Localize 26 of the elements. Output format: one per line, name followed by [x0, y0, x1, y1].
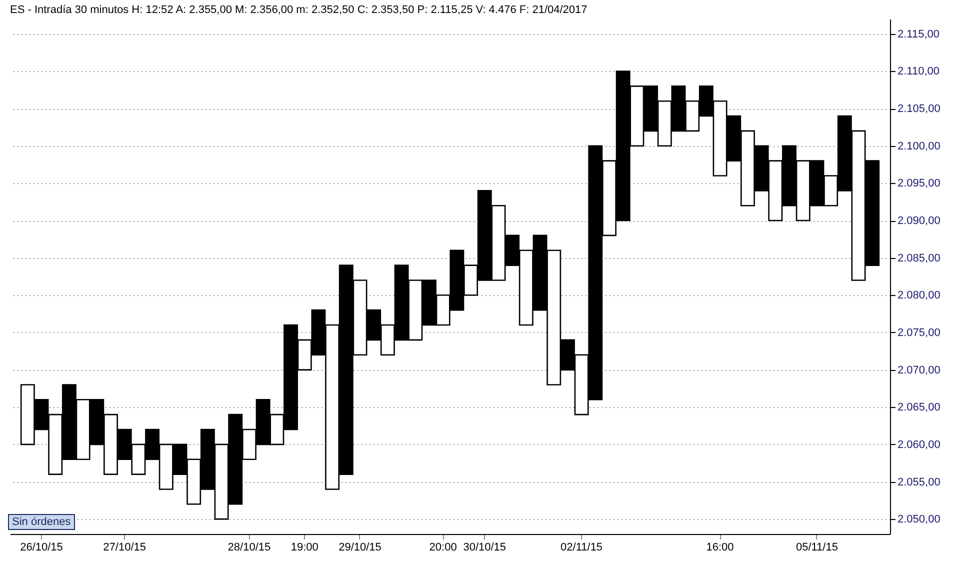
y-tick-label: 2.075,00	[898, 326, 940, 339]
y-tick-label: 2.090,00	[898, 215, 940, 228]
y-tick-label: 2.050,00	[898, 514, 940, 526]
y-tick-label: 2.105,00	[898, 103, 940, 116]
x-tick-label: 30/10/15	[463, 542, 506, 554]
x-tick-label: 19:00	[290, 542, 318, 554]
x-tick-label: 05/11/15	[796, 542, 838, 554]
y-tick-label: 2.065,00	[898, 402, 940, 414]
x-tick-label: 16:00	[706, 542, 734, 554]
x-tick-label: 28/10/15	[228, 542, 271, 554]
y-tick-label: 2.095,00	[898, 178, 940, 190]
x-tick-label: 20:00	[429, 542, 457, 554]
chart-title: ES - Intradía 30 minutos H: 12:52 A: 2.355,00 M: 2.356,00 m: 2.352,50 C: 2.353,50 P: 2.115,25 V: 4.476 F: 21/04/2017	[10, 4, 588, 16]
y-tick-label: 2.110,00	[898, 66, 940, 78]
y-tick-label: 2.100,00	[898, 140, 940, 152]
y-tick-label: 2.055,00	[898, 476, 940, 488]
x-tick-label: 02/11/15	[560, 542, 603, 554]
y-tick-label: 2.115,00	[898, 28, 940, 40]
y-tick-label: 2.080,00	[898, 290, 940, 302]
annotation: Sin órdenes	[8, 514, 75, 530]
x-tick-label: 26/10/15	[20, 542, 63, 554]
y-tick-label: 2.085,00	[898, 252, 940, 264]
x-tick-label: 29/10/15	[338, 542, 382, 554]
x-tick-label: 27/10/15	[103, 542, 146, 554]
y-tick-label: 2.060,00	[898, 438, 940, 451]
y-tick-label: 2.070,00	[898, 364, 940, 376]
